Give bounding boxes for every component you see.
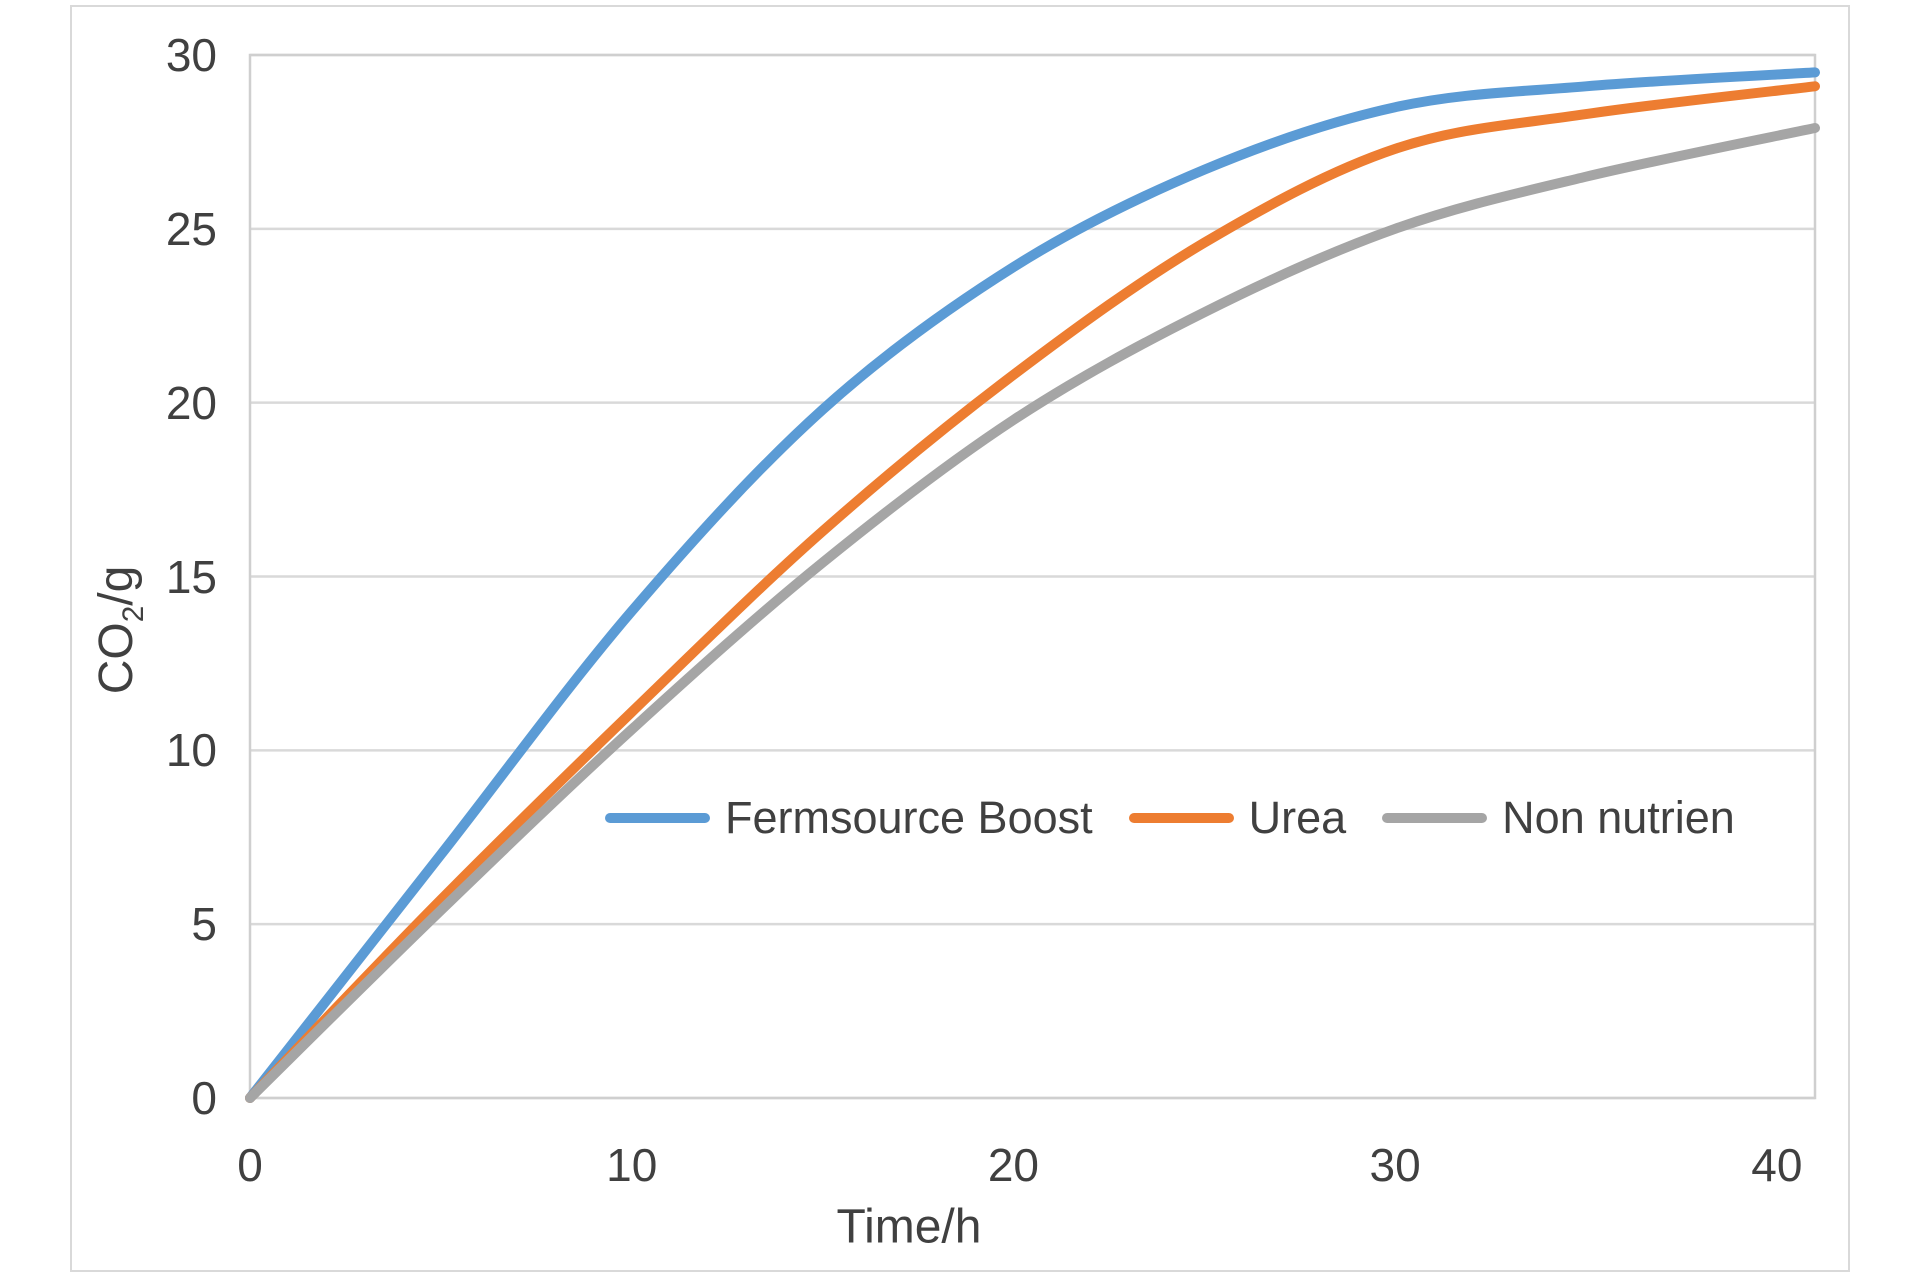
y-axis-title-unit: /g	[90, 565, 144, 606]
legend-label: Fermsource Boost	[725, 792, 1093, 843]
y-tick-label-25: 25	[165, 202, 217, 255]
x-axis-title: Time/h	[836, 1200, 982, 1254]
y-tick-label-20: 20	[165, 376, 217, 429]
y-tick-label-30: 30	[165, 29, 217, 81]
x-tick-label-40: 40	[1751, 1139, 1803, 1191]
legend-item-urea: Urea	[1128, 792, 1347, 844]
y-axis-title-subscript: 2	[116, 605, 150, 623]
series-line-urea	[245, 81, 1820, 1103]
legend-item-non-nutrien: Non nutrien	[1382, 792, 1735, 844]
series-line-non-nutrien	[245, 123, 1820, 1103]
y-axis-title-main: CO	[90, 622, 144, 695]
legend-line-swatch-blue	[605, 813, 710, 823]
legend-line-swatch-gray	[1382, 813, 1488, 823]
plot-border	[248, 53, 1817, 1100]
y-tick-label-15: 15	[165, 550, 217, 603]
series-line-fermsource-boost	[245, 67, 1820, 1103]
y-tick-label-0: 0	[191, 1072, 217, 1124]
legend-label: Non nutrien	[1502, 792, 1735, 843]
legend-line-swatch-orange	[1128, 813, 1234, 823]
x-tick-label-0: 0	[237, 1139, 263, 1191]
legend-label: Urea	[1248, 792, 1347, 843]
legend-item-fermsource-boost: Fermsource Boost	[605, 792, 1093, 844]
legend: Fermsource Boost Urea Non nutrien	[605, 792, 1735, 844]
x-tick-label-10: 10	[606, 1139, 658, 1191]
y-tick-label-10: 10	[165, 724, 217, 777]
y-axis-title: CO2/g	[89, 566, 151, 695]
chart-outer-border	[70, 5, 1850, 1272]
x-tick-label-20: 20	[987, 1139, 1039, 1191]
y-tick-label-5: 5	[191, 898, 217, 951]
x-tick-label-30: 30	[1369, 1139, 1421, 1191]
